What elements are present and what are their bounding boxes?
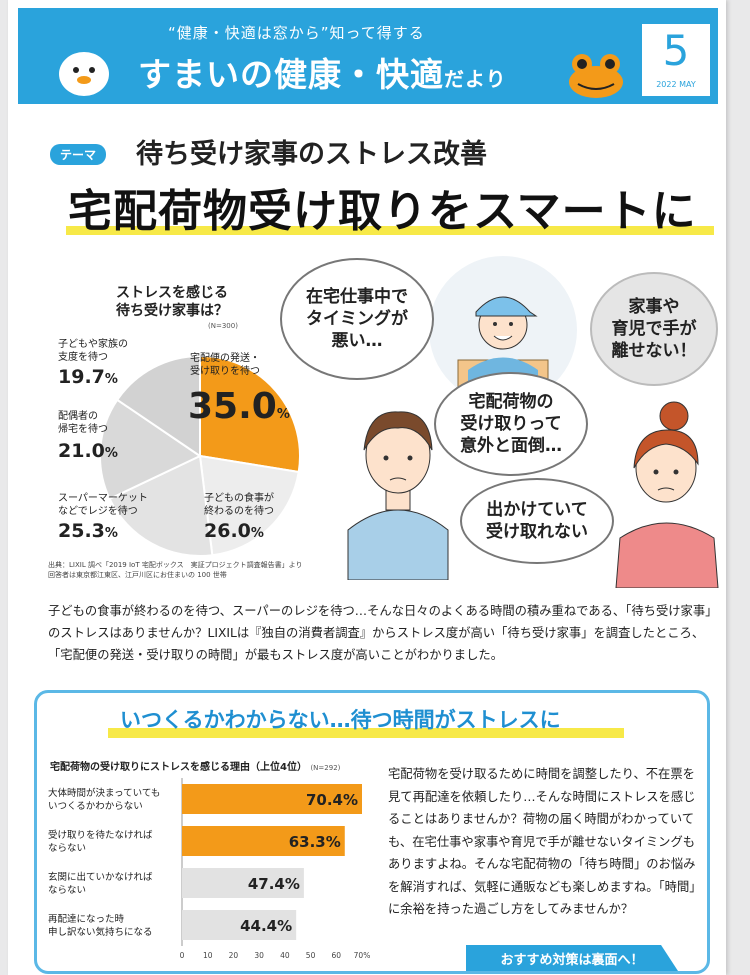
bar-category-label: 大体時間が決まっていても: [48, 787, 160, 799]
pie-value-spouse: 21.0%: [58, 440, 118, 462]
newsletter-page: “健康・快適は窓から”知って得する すまいの健康・快適だより 5 2022 MA…: [8, 0, 726, 975]
speech-bubble-man: 在宅仕事中で タイミングが 悪い…: [280, 258, 434, 380]
bar-category-label: 受け取りを待たなければ: [48, 829, 153, 841]
pie-label-delivery: 宅配便の発送・ 受け取りを待つ: [190, 353, 260, 377]
box-title-highlight: [108, 728, 624, 738]
woman-illustration: [615, 401, 719, 588]
pie-slice-2: [108, 454, 214, 557]
box-body-text: 宅配荷物を受け取るために時間を調整したり、不在票を見て再配達を依頼したり…そんな…: [388, 767, 696, 916]
bar-category-label: いつくるかわからない: [48, 801, 143, 812]
bar-value-label: 44.4%: [240, 917, 292, 935]
speech-bubble-woman-top: 家事や 育児で手が 離せない！: [590, 272, 718, 386]
bar-tick-label: 40: [280, 951, 290, 960]
pie-value-delivery: 35.0%: [188, 386, 290, 427]
bar-tick-label: 0: [180, 951, 185, 960]
theme-title: 宅配荷物受け取りをスマートに: [68, 186, 697, 237]
bar-tick-label: 70%: [354, 951, 371, 960]
bar-2: [182, 868, 304, 898]
pie-slice-1: [198, 454, 300, 557]
brand-title: すまいの健康・快適だより: [138, 55, 507, 94]
bar-tick-label: 60: [332, 951, 342, 960]
pie-label-spouse: 配偶者の 帰宅を待つ: [58, 411, 108, 435]
bar-tick-label: 10: [203, 951, 213, 960]
pie-value-supermarket: 25.3%: [58, 520, 118, 542]
issue-date: 2022 MAY: [656, 80, 696, 89]
pie-slice-3: [99, 398, 203, 501]
survey-source: 出典：LIXIL 調べ「2019 IoT 宅配ボックス 実証プロジェクト調査報告…: [48, 561, 303, 579]
frog-mascot-icon: [569, 54, 623, 98]
speech-bubble-woman-bottom: 出かけていて 受け取れない: [460, 478, 614, 564]
bar-tick-label: 30: [254, 951, 264, 960]
stress-reason-box: [34, 690, 710, 974]
bar-0: [182, 784, 362, 814]
header-banner: “健康・快適は窓から”知って得する すまいの健康・快適だより 5 2022 MA…: [18, 8, 718, 104]
title-highlight: [66, 226, 714, 235]
pie-value-child-meal: 26.0%: [204, 520, 264, 542]
speech-bubble-courier: 宅配荷物の 受け取りって 意外と面倒…: [434, 372, 588, 476]
header-tagline: “健康・快適は窓から”知って得する: [168, 24, 425, 42]
bar-value-label: 47.4%: [248, 875, 300, 893]
bar-tick-label: 50: [306, 951, 316, 960]
intro-paragraph: 子どもの食事が終わるのを待つ、スーパーのレジを待つ…そんな日々のよくある時間の積…: [48, 604, 712, 662]
pie-label-family-prep: 子どもや家族の 支度を待つ: [58, 339, 128, 363]
bar-category-label: 玄関に出ていかなければ: [48, 871, 153, 883]
issue-number: 5: [662, 26, 690, 75]
bar-value-label: 63.3%: [289, 833, 341, 851]
survey-pie-chart: [99, 354, 301, 557]
bar-category-label: 再配達になった時: [48, 913, 125, 925]
survey-n: (N=300): [208, 322, 238, 330]
issue-badge: 5 2022 MAY: [642, 24, 710, 96]
bar-chart-title: 宅配荷物の受け取りにストレスを感じる理由（上位4位） (N=292): [50, 762, 341, 773]
bar-tick-label: 20: [229, 951, 239, 960]
bar-1: [182, 826, 345, 856]
pie-label-child-meal: 子どもの食事が 終わるのを待つ: [204, 493, 274, 517]
bar-category-label: 申し訳ない気持ちになる: [48, 926, 153, 938]
pie-slice-4: [115, 354, 201, 458]
bar-category-label: ならない: [48, 885, 86, 896]
box-title: いつくるかわからない…待つ時間がストレスに: [120, 708, 561, 732]
survey-question: ストレスを感じる 待ち受け家事は？: [116, 285, 228, 319]
theme-subtitle: 待ち受け家事のストレス改善: [136, 139, 487, 170]
bar-3: [182, 910, 297, 940]
man-illustration: [347, 411, 449, 580]
see-back-page-button[interactable]: おすすめ対策は裏面へ！: [466, 945, 678, 971]
bar-category-label: ならない: [48, 843, 86, 854]
pie-slice-0: [199, 354, 301, 474]
pie-value-family-prep: 19.7%: [58, 366, 118, 388]
bar-value-label: 70.4%: [306, 791, 358, 809]
bird-mascot-icon: [59, 52, 109, 96]
theme-tag: テーマ: [50, 144, 107, 165]
pie-label-supermarket: スーパーマーケット などでレジを待つ: [58, 493, 148, 517]
